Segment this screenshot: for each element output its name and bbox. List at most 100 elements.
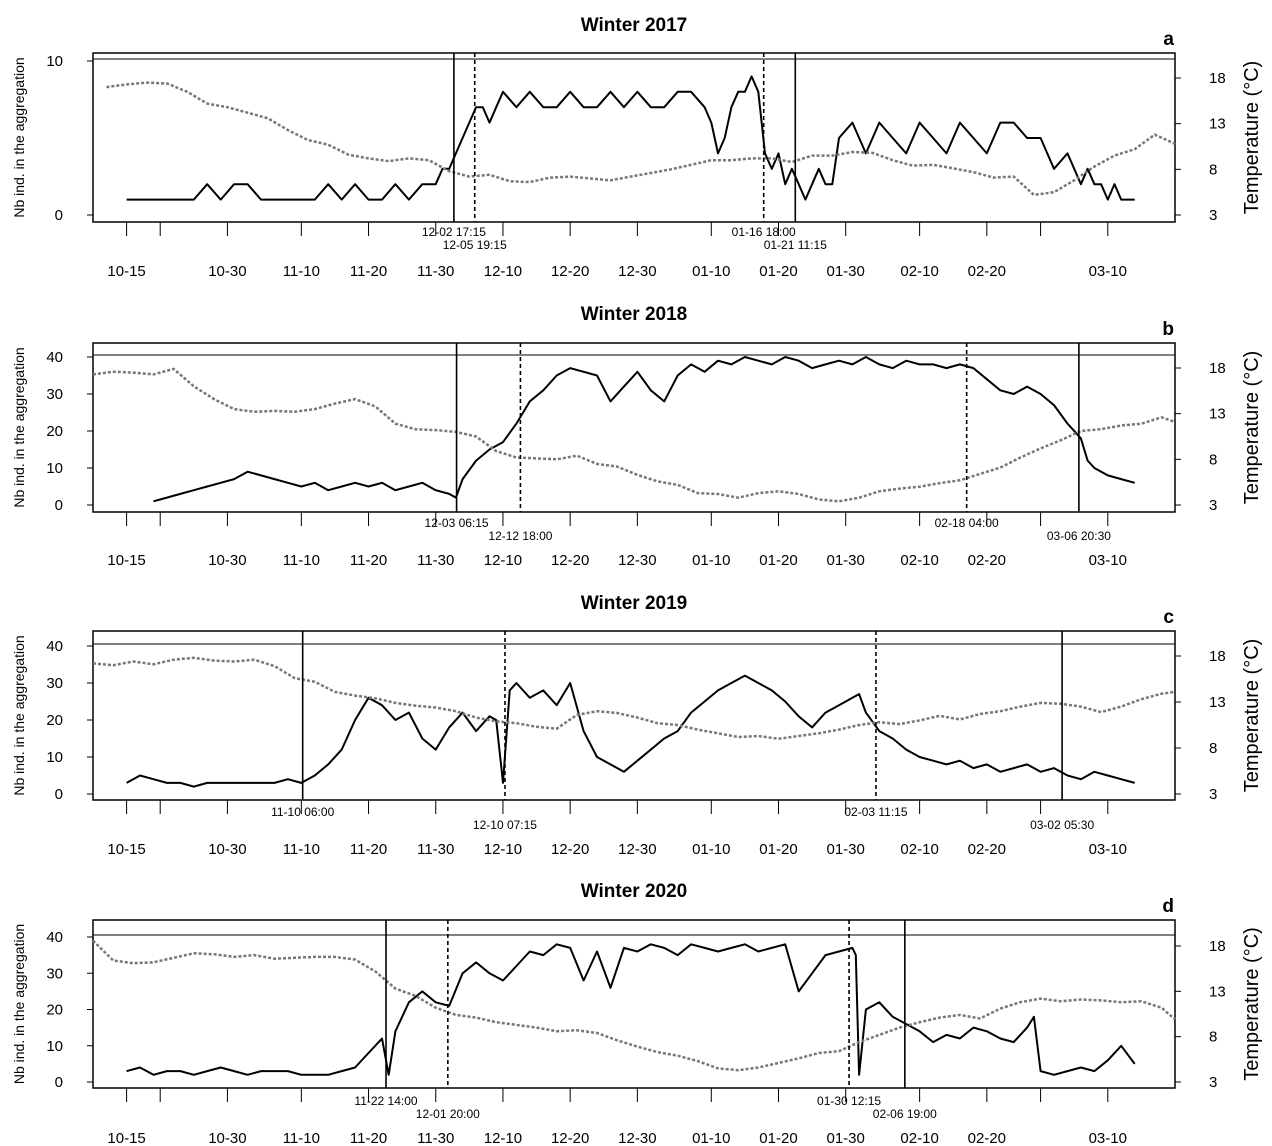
temperature-series-line: [92, 939, 1176, 1072]
x-tick-label: 11-30: [417, 263, 454, 280]
event-label: 01-21 11:15: [764, 238, 827, 252]
x-tick-label: 11-10: [283, 841, 320, 858]
x-tick-label: 10-15: [107, 1130, 145, 1146]
event-label: 03-06 20:30: [1047, 529, 1111, 543]
event-label: 12-10 07:15: [473, 818, 537, 832]
y-tick-label: 40: [46, 349, 63, 366]
y-tick-label: 30: [46, 675, 63, 692]
panel-letter: a: [1163, 29, 1174, 50]
y-axis-label: Nb ind. in the aggregation: [11, 347, 27, 507]
y2-tick-label: 3: [1209, 1074, 1217, 1091]
x-tick-label: 12-10: [484, 552, 522, 569]
y-tick-label: 10: [46, 460, 63, 477]
x-tick-label: 11-10: [283, 552, 320, 569]
x-tick-label: 11-10: [283, 1130, 320, 1146]
x-tick-label: 01-30: [827, 552, 865, 569]
x-tick-label: 02-10: [900, 552, 938, 569]
event-label: 12-12 18:00: [488, 529, 552, 543]
y-tick-label: 10: [46, 1038, 63, 1055]
y-axis-label: Nb ind. in the aggregation: [11, 635, 27, 795]
y2-tick-label: 3: [1209, 207, 1217, 224]
event-label: 12-01 20:00: [416, 1107, 480, 1121]
x-tick-label: 02-20: [968, 1130, 1006, 1146]
x-tick-label: 01-20: [759, 263, 797, 280]
x-tick-label: 10-15: [107, 841, 145, 858]
y2-axis-label: Temperature (°C): [1241, 351, 1263, 505]
plot-frame: [92, 630, 1176, 801]
y2-tick-label: 8: [1209, 1029, 1217, 1046]
x-tick-label: 11-30: [417, 841, 454, 858]
x-tick-label: 12-10: [484, 841, 522, 858]
event-label: 11-10 06:00: [271, 805, 334, 819]
y2-tick-label: 13: [1209, 694, 1226, 711]
x-tick-label: 01-10: [692, 1130, 730, 1146]
x-tick-label: 01-30: [827, 263, 865, 280]
y2-tick-label: 13: [1209, 983, 1226, 1000]
x-tick-label: 01-10: [692, 552, 730, 569]
x-tick-label: 11-20: [350, 263, 387, 280]
y-tick-label: 0: [55, 1074, 63, 1091]
event-label: 01-30 12:15: [817, 1094, 881, 1108]
x-tick-label: 10-15: [107, 263, 145, 280]
y-tick-label: 10: [46, 53, 63, 70]
y-tick-label: 20: [46, 1002, 63, 1019]
y-tick-label: 30: [46, 965, 63, 982]
x-tick-label: 01-20: [759, 841, 797, 858]
chart-title: Winter 2017: [581, 15, 688, 36]
x-tick-label: 10-30: [208, 552, 246, 569]
event-label: 03-02 05:30: [1030, 818, 1094, 832]
y2-tick-label: 18: [1209, 648, 1226, 665]
temperature-series-line: [92, 656, 1176, 741]
x-tick-label: 12-30: [618, 552, 656, 569]
y-tick-label: 10: [46, 749, 63, 766]
y2-axis-label: Temperature (°C): [1241, 639, 1263, 793]
x-tick-label: 01-20: [759, 1130, 797, 1146]
y-tick-label: 0: [55, 786, 63, 803]
x-tick-label: 12-30: [618, 1130, 656, 1146]
plot-frame: [92, 342, 1176, 513]
x-tick-label: 03-10: [1089, 552, 1127, 569]
x-tick-label: 12-30: [618, 841, 656, 858]
chart-title: Winter 2019: [581, 593, 688, 614]
event-label: 12-03 06:15: [425, 516, 489, 530]
count-series-line: [126, 75, 1135, 201]
x-tick-label: 02-20: [968, 552, 1006, 569]
x-tick-label: 12-30: [618, 263, 656, 280]
panel-letter: b: [1162, 319, 1174, 340]
y2-tick-label: 8: [1209, 451, 1217, 468]
temperature-series-line: [92, 367, 1176, 503]
count-series-line: [126, 943, 1136, 1076]
y-tick-label: 40: [46, 929, 63, 946]
y2-tick-label: 3: [1209, 497, 1217, 514]
x-tick-label: 11-20: [350, 552, 387, 569]
x-tick-label: 10-30: [208, 263, 246, 280]
x-tick-label: 11-20: [350, 841, 387, 858]
y2-tick-label: 13: [1209, 116, 1226, 133]
temperature-series-line: [106, 81, 1176, 197]
x-tick-label: 02-10: [900, 1130, 938, 1146]
x-tick-label: 02-20: [968, 263, 1006, 280]
y-tick-label: 0: [55, 207, 63, 224]
event-label: 11-22 14:00: [354, 1094, 417, 1108]
x-tick-label: 03-10: [1089, 263, 1127, 280]
x-tick-label: 11-20: [350, 1130, 387, 1146]
panel-a: Winter 2017 a Nb ind. in the aggregation Te…: [11, 15, 1263, 280]
x-tick-label: 02-10: [900, 263, 938, 280]
x-tick-label: 01-20: [759, 552, 797, 569]
event-label: 02-06 19:00: [873, 1107, 937, 1121]
panel-b: Winter 2018 b Nb ind. in the aggregation Te…: [11, 304, 1263, 569]
x-tick-label: 12-10: [484, 1130, 522, 1146]
x-tick-label: 01-30: [827, 841, 865, 858]
y2-axis-label: Temperature (°C): [1241, 927, 1263, 1081]
event-label: 12-05 19:15: [443, 238, 507, 252]
event-label: 01-16 18:00: [732, 225, 796, 239]
y2-tick-label: 8: [1209, 740, 1217, 757]
x-tick-label: 10-30: [208, 841, 246, 858]
x-tick-label: 10-15: [107, 552, 145, 569]
y-axis-label: Nb ind. in the aggregation: [11, 924, 27, 1084]
y2-axis-label: Temperature (°C): [1241, 61, 1263, 215]
y-tick-label: 40: [46, 638, 63, 655]
y-tick-label: 30: [46, 386, 63, 403]
count-series-line: [153, 356, 1135, 503]
